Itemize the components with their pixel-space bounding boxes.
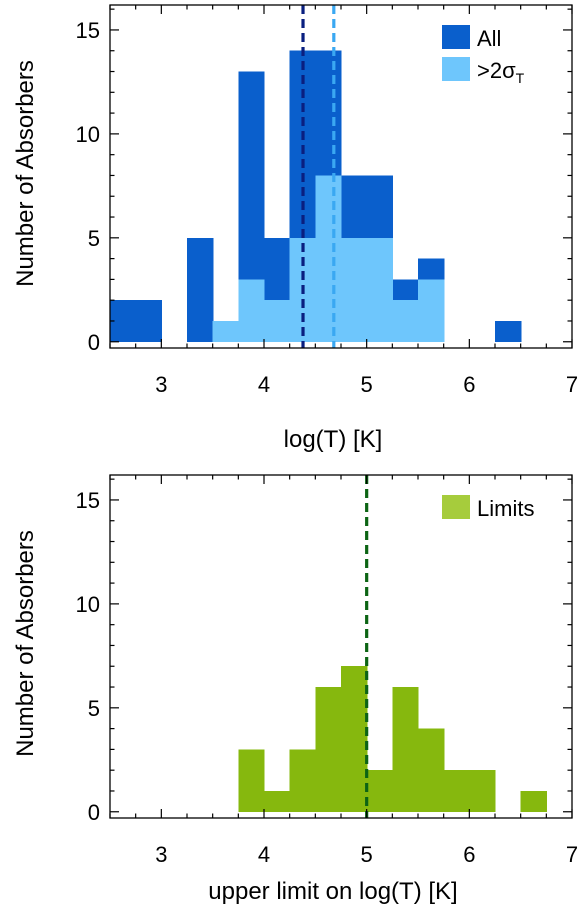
bar-2-11 — [392, 300, 419, 342]
legend-label: Limits — [477, 496, 534, 521]
x-tick-label: 4 — [258, 372, 270, 397]
legend: All >2σT — [442, 25, 525, 86]
legend-swatch — [442, 25, 470, 49]
bar-2-12 — [418, 279, 445, 342]
bar-limits-11 — [392, 687, 419, 812]
bar-limits-12 — [418, 728, 445, 812]
y-tick-label: 15 — [76, 488, 100, 513]
legend-label-subscript: T — [516, 70, 525, 86]
legend-label: >2σT — [477, 58, 525, 86]
x-tick-label: 7 — [566, 842, 578, 867]
x-tick-label: 7 — [566, 372, 578, 397]
bars — [238, 666, 547, 812]
y-axis-title: Number of Absorbers — [12, 60, 39, 287]
legend-label: All — [477, 26, 501, 51]
bar-limits-7 — [289, 749, 316, 812]
y-tick-label: 0 — [88, 800, 100, 825]
bar-limits-9 — [341, 666, 368, 812]
y-tick-label: 10 — [76, 592, 100, 617]
bar-limits-14 — [469, 770, 496, 812]
y-tick-label: 10 — [76, 122, 100, 147]
histogram-temperature: 3 4 5 6 7 0 5 10 15 log(T) [K] Number of Absorbers… — [12, 4, 578, 453]
histogram-upper-limits: 3 4 5 6 7 0 5 10 15 upper limit on log(T) [K] Numb… — [12, 474, 578, 905]
y-axis-title: Number of Absorbers — [12, 530, 39, 757]
bar-2-10 — [366, 237, 393, 342]
bar-limits-10 — [366, 770, 393, 812]
bar-limits-13 — [443, 770, 470, 812]
bar-2-6 — [264, 300, 291, 342]
bar-limits-8 — [315, 687, 342, 812]
bar-2-8 — [315, 175, 342, 342]
x-axis-title: upper limit on log(T) [K] — [208, 878, 457, 905]
bar-limits-5 — [238, 749, 265, 812]
x-tick-label: 4 — [258, 842, 270, 867]
legend-swatch — [442, 495, 470, 519]
x-tick-label: 3 — [155, 842, 167, 867]
y-tick-label: 5 — [88, 226, 100, 251]
bar-2-9 — [341, 237, 368, 342]
bars — [110, 50, 522, 342]
x-axis-title: log(T) [K] — [284, 426, 383, 453]
bar-limits-6 — [264, 790, 291, 812]
y-tick-label: 0 — [88, 330, 100, 355]
bar-limits-16 — [520, 790, 547, 812]
bar-all-3 — [187, 237, 214, 342]
y-tick-label: 15 — [76, 18, 100, 43]
x-tick-label: 5 — [361, 372, 373, 397]
legend-swatch — [442, 57, 470, 81]
x-tick-label: 3 — [155, 372, 167, 397]
legend: Limits — [442, 495, 534, 521]
bar-all-15 — [495, 320, 522, 342]
bar-2-4 — [212, 320, 239, 342]
x-tick-label: 6 — [463, 372, 475, 397]
bar-2-5 — [238, 279, 265, 342]
bar-all-1 — [135, 300, 162, 342]
y-tick-label: 5 — [88, 696, 100, 721]
x-tick-label: 5 — [361, 842, 373, 867]
x-tick-label: 6 — [463, 842, 475, 867]
